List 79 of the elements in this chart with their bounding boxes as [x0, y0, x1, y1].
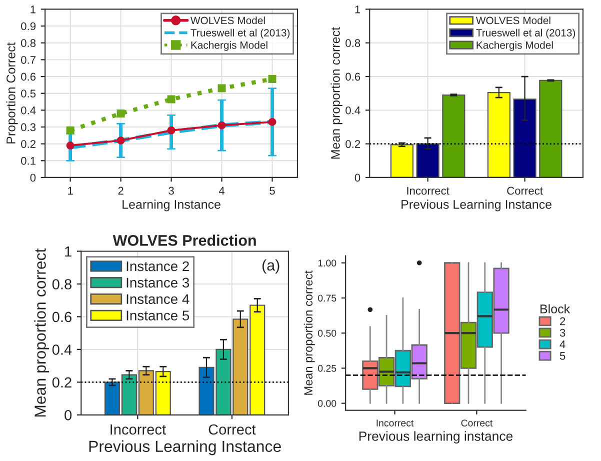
y-axis-title: Mean proportion correct	[330, 27, 342, 159]
y-tick-label: 0.4	[21, 106, 36, 114]
legend-label: Kachergis Model	[476, 41, 553, 51]
x-tick-label: Incorrect	[376, 420, 414, 426]
legend-label: Instance 2	[126, 261, 189, 272]
y-tick-label: 0	[64, 410, 72, 420]
bar	[513, 98, 536, 178]
y-tick-label: 0.4	[346, 106, 360, 114]
y-tick-label: 0.9	[21, 22, 36, 30]
x-tick-label: Correct	[507, 186, 543, 195]
legend-label: Trueswell et al (2013)	[476, 28, 576, 39]
point	[218, 84, 226, 92]
x-axis-title: Learning Instance	[122, 200, 220, 212]
y-tick-label: 0.25	[318, 364, 336, 372]
y-tick-label: 1	[30, 6, 36, 14]
y-tick-label: 0.2	[346, 140, 360, 148]
y-tick-label: 0.6	[52, 312, 72, 322]
point	[116, 110, 125, 118]
y-tick-label: 1	[65, 246, 72, 257]
x-tick-label: Incorrect	[407, 186, 450, 195]
y-tick-label: 0.8	[52, 279, 72, 290]
x-tick-label: 3	[168, 186, 174, 195]
x-tick-label: Correct	[208, 424, 256, 435]
x-axis-title: Previous Learning Instance	[402, 200, 552, 212]
y-tick-label: 0.1	[21, 156, 36, 165]
y-tick-label: 0	[354, 174, 360, 182]
y-tick-label: 0.00	[318, 400, 336, 407]
y-tick-label: 1.00	[318, 260, 336, 266]
annotation: (a)	[262, 259, 280, 274]
point	[66, 126, 74, 134]
legend-title: Block	[540, 304, 570, 314]
y-tick-label: 0.5	[21, 90, 36, 98]
bar	[487, 92, 510, 178]
bar	[390, 144, 414, 178]
point	[167, 95, 176, 104]
y-tick-label: 0.8	[21, 39, 36, 48]
x-tick-label: 5	[270, 186, 275, 195]
legend-label: Trueswell et al (2013)	[190, 28, 290, 39]
legend-label: 5	[560, 352, 566, 360]
y-tick-label: 0.8	[346, 39, 360, 48]
y-tick-label: 0.50	[318, 330, 336, 337]
x-axis-title: Previous Learning Instance	[89, 440, 281, 456]
y-tick-label: 1	[355, 6, 360, 14]
y-tick-label: 0	[30, 174, 36, 182]
point	[268, 118, 276, 126]
legend-label: Instance 3	[126, 278, 190, 288]
y-axis-title: Mean proportion correct	[34, 248, 50, 417]
legend-label: Kachergis Model	[191, 41, 268, 51]
y-tick-label: 0.6	[21, 72, 36, 81]
legend-label: 4	[560, 340, 566, 348]
y-tick-label: 0.4	[52, 344, 72, 355]
point	[66, 142, 74, 150]
y-tick-label: 0.2	[21, 140, 36, 148]
y-tick-label: 0.6	[346, 72, 360, 81]
y-tick-label: 0.7	[21, 56, 36, 64]
x-axis-title: Previous learning instance	[359, 431, 513, 444]
y-tick-label: 0.3	[21, 123, 36, 132]
point	[167, 126, 176, 134]
legend-label: Instance 5	[126, 310, 190, 320]
y-tick-label: 0.75	[318, 294, 336, 302]
x-tick-label: 4	[218, 186, 225, 195]
bar	[416, 143, 440, 178]
y-axis-title: Proportion Correct	[6, 42, 18, 144]
chart-title: WOLVES Prediction	[112, 234, 256, 246]
point	[218, 121, 226, 130]
legend-label: WOLVES Model	[190, 16, 265, 24]
point	[116, 136, 125, 144]
legend-label: WOLVES Model	[476, 16, 550, 24]
y-tick-label: 0.2	[52, 377, 72, 388]
x-tick-label: 2	[118, 186, 124, 195]
legend-label: Instance 4	[126, 294, 190, 304]
legend-label: 3	[560, 328, 566, 337]
point	[268, 75, 276, 84]
legend-label: 2	[560, 317, 566, 326]
y-axis-title: Mean proportion correct	[304, 270, 315, 395]
bar	[539, 80, 562, 178]
x-tick-label: Correct	[461, 420, 493, 426]
x-tick-label: Incorrect	[110, 424, 166, 435]
bar	[442, 94, 466, 178]
